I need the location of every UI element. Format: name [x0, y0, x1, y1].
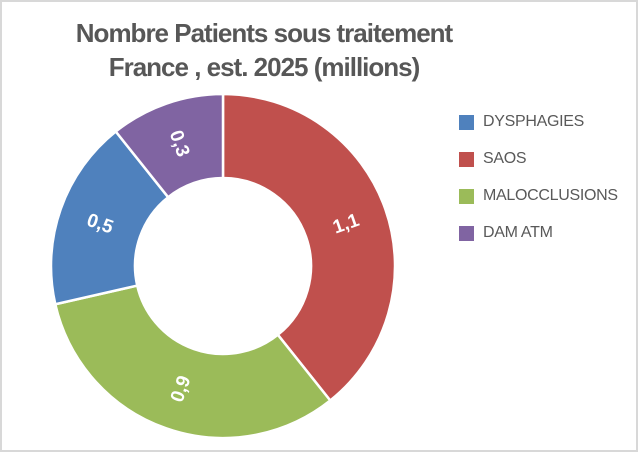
donut-segment-dam-atm [114, 92, 225, 199]
legend-swatch-malocclusions [459, 188, 474, 204]
chart-title: Nombre Patients sous traitement France ,… [2, 16, 526, 84]
legend-label-dysphagies: DYSPHAGIES [483, 113, 585, 130]
legend-item-dysphagies: DYSPHAGIES [459, 111, 618, 133]
legend-swatch-dysphagies [459, 114, 474, 130]
chart-title-line1: Nombre Patients sous traitement [75, 18, 453, 48]
donut-segment-saos [221, 92, 397, 402]
legend-item-malocclusions: MALOCCLUSIONS [459, 185, 618, 207]
chart-legend: DYSPHAGIES SAOS MALOCCLUSIONS DAM ATM [459, 111, 618, 244]
legend-item-saos: SAOS [459, 148, 618, 170]
donut-segment-dysphagies [49, 130, 170, 306]
donut-segment-malocclusions [54, 284, 332, 440]
chart-title-line2: France , est. 2025 (millions) [108, 52, 421, 82]
legend-label-dam-atm: DAM ATM [483, 224, 553, 241]
legend-swatch-dam-atm [459, 225, 474, 241]
legend-label-malocclusions: MALOCCLUSIONS [483, 187, 618, 204]
legend-item-dam-atm: DAM ATM [459, 222, 618, 244]
legend-label-saos: SAOS [483, 150, 527, 167]
legend-swatch-saos [459, 151, 474, 167]
